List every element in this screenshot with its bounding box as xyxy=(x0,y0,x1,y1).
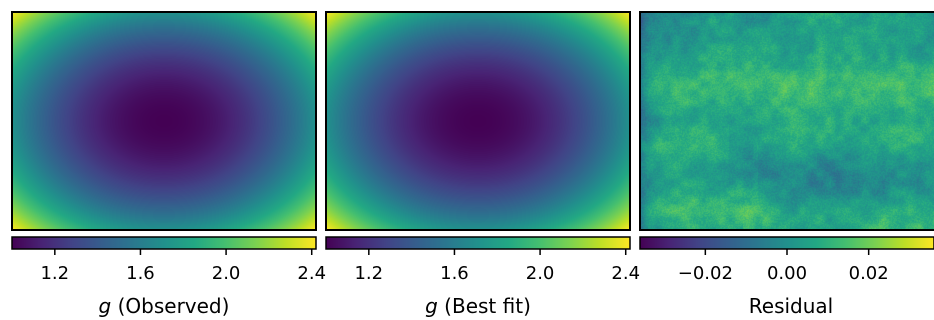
panel-residual: −0.02 0.00 0.02 Residual xyxy=(639,11,934,318)
colorbar-label-residual: Residual xyxy=(749,294,833,318)
heatmap-frame-residual xyxy=(639,11,934,231)
colorbar-tick-label: 1.6 xyxy=(440,263,469,284)
colorbar-tick-label: 0.02 xyxy=(849,263,889,284)
colorbar-ticks-observed: 1.2 1.6 2.0 2.4 xyxy=(40,249,326,284)
panel-observed: 1.2 1.6 2.0 2.4 g (Observed) xyxy=(11,11,326,318)
heatmap-residual xyxy=(640,12,934,230)
colorbar-tick-label: 0.00 xyxy=(767,263,807,284)
heatmap-best-fit xyxy=(326,12,630,230)
colorbar-tick-label: −0.02 xyxy=(678,263,733,284)
colorbar-ticks-best-fit: 1.2 1.6 2.0 2.4 xyxy=(354,249,640,284)
colorbar-label-observed: g (Observed) xyxy=(99,294,230,318)
colorbar-residual xyxy=(639,236,934,250)
colorbar-ticks-residual: −0.02 0.00 0.02 xyxy=(678,249,889,284)
heatmap-frame-best-fit xyxy=(325,11,631,231)
colorbar-tick-label: 1.2 xyxy=(40,263,69,284)
colorbar-tick-label: 1.6 xyxy=(126,263,155,284)
heatmap-observed xyxy=(12,12,316,230)
colorbar-observed xyxy=(11,236,317,250)
panel-best-fit: 1.2 1.6 2.0 2.4 g (Best fit) xyxy=(325,11,640,318)
colorbar-tick-label: 1.2 xyxy=(354,263,383,284)
colorbar-tick-label: 2.4 xyxy=(611,263,640,284)
colorbar-tick-label: 2.0 xyxy=(526,263,555,284)
colorbar-label-best-fit: g (Best fit) xyxy=(425,294,531,318)
colorbar-tick-label: 2.0 xyxy=(212,263,241,284)
colorbar-best-fit xyxy=(325,236,631,250)
heatmap-frame-observed xyxy=(11,11,317,231)
colorbar-tick-label: 2.4 xyxy=(297,263,326,284)
